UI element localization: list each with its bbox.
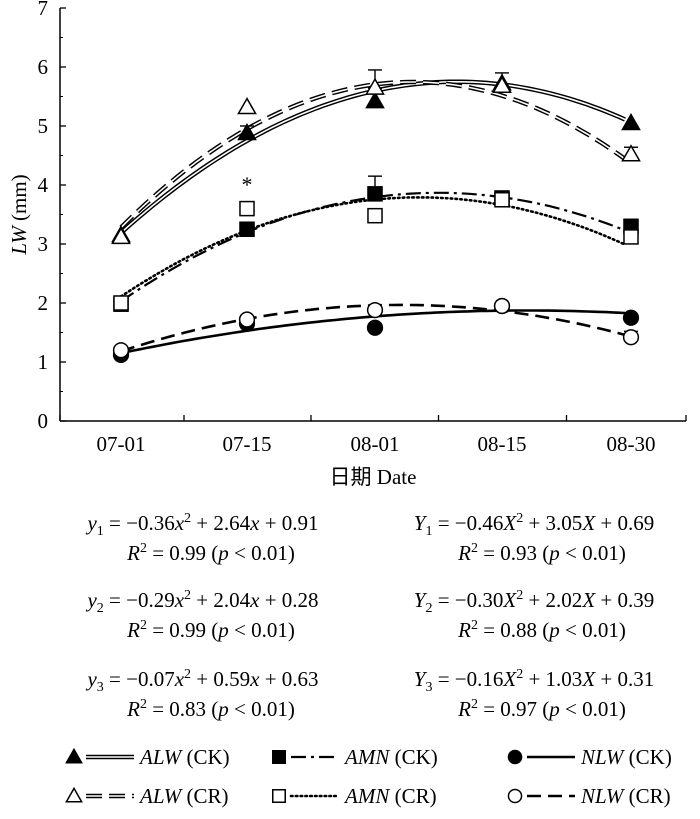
y-tick-label: 3 xyxy=(38,232,49,256)
legend-item-amn-ck: AMN (CK) xyxy=(272,745,438,769)
equation-line: y1 = −0.36x2 + 2.64x + 0.91 xyxy=(85,511,318,539)
legend-marker xyxy=(507,749,523,765)
x-tick-label: 08-15 xyxy=(478,432,527,456)
legend-label: NLW (CK) xyxy=(580,745,672,769)
equation-line: Y3 = −0.16X2 + 1.03X + 0.31 xyxy=(414,667,654,695)
dash-double-inner xyxy=(120,81,626,229)
point-amn-cr xyxy=(113,295,129,311)
point-alw-cr xyxy=(365,77,385,95)
data-marks: * xyxy=(111,69,641,364)
point-nlw-cr xyxy=(112,342,130,359)
x-tick-label: 08-30 xyxy=(607,432,656,456)
point-alw-ck xyxy=(237,123,257,141)
y-tick-label: 4 xyxy=(38,173,49,197)
fit-curve-alw-cr xyxy=(119,79,627,230)
y-tick-label: 5 xyxy=(38,114,49,138)
legend-label: AMN (CR) xyxy=(343,784,437,808)
point-amn-ck xyxy=(367,186,383,202)
point-alw-ck xyxy=(621,112,641,131)
point-alw-cr xyxy=(111,226,131,245)
y-tick-label: 0 xyxy=(38,409,49,433)
point-amn-cr xyxy=(239,200,255,217)
y-tick-label: 2 xyxy=(38,291,49,315)
point-nlw-cr xyxy=(238,311,256,328)
legend-marker xyxy=(272,789,286,803)
legend-marker xyxy=(272,750,286,764)
equation-line: y3 = −0.07x2 + 0.59x + 0.63 xyxy=(85,667,318,695)
equation-line: Y1 = −0.46X2 + 3.05X + 0.69 xyxy=(414,511,654,539)
point-amn-ck xyxy=(239,221,255,238)
point-nlw-ck xyxy=(622,309,640,326)
legend-marker xyxy=(507,788,523,804)
y-tick-label: 7 xyxy=(38,0,49,20)
legend-marker xyxy=(65,786,83,803)
axes: 0 1 2 3 4 5 6 7 07-01 07-15 08-01 08-15 08-30 日期 Date… xyxy=(7,0,687,489)
point-nlw-ck xyxy=(366,319,384,336)
legend: ALW (CK) AMN (CK) NLW (CK) ALW (CR) AMN (CR)… xyxy=(65,745,672,808)
point-amn-cr xyxy=(494,191,510,208)
legend-label: ALW (CR) xyxy=(138,784,228,808)
r-squared-line: R2 = 0.99 (p < 0.01) xyxy=(126,541,295,565)
legend-item-nlw-ck: NLW (CK) xyxy=(507,745,672,769)
y-tick-label: 1 xyxy=(38,350,49,374)
x-tick-label: 08-01 xyxy=(351,432,400,456)
r-squared-line: R2 = 0.83 (p < 0.01) xyxy=(126,697,295,721)
point-amn-cr xyxy=(623,229,639,245)
legend-label: AMN (CK) xyxy=(343,745,438,769)
significance-asterisk: * xyxy=(242,172,253,197)
r-squared-line: R2 = 0.97 (p < 0.01) xyxy=(457,697,626,721)
r-squared-line: R2 = 0.88 (p < 0.01) xyxy=(457,618,626,642)
point-nlw-cr xyxy=(366,301,384,319)
x-axis-title: 日期 Date xyxy=(330,465,417,489)
y-tick-label: 6 xyxy=(38,55,49,79)
legend-item-alw-ck: ALW (CK) xyxy=(65,745,230,769)
x-tick-label: 07-15 xyxy=(223,432,272,456)
legend-label: NLW (CR) xyxy=(580,784,671,808)
point-amn-cr xyxy=(367,207,383,224)
point-nlw-cr xyxy=(622,329,640,346)
point-alw-cr xyxy=(621,144,641,162)
legend-item-amn-cr: AMN (CR) xyxy=(272,784,437,808)
legend-item-alw-cr: ALW (CR) xyxy=(65,784,228,808)
point-nlw-cr xyxy=(493,297,511,315)
legend-label: ALW (CK) xyxy=(138,745,230,769)
r-squared-line: R2 = 0.99 (p < 0.01) xyxy=(126,618,295,642)
point-alw-cr xyxy=(492,75,512,94)
legend-item-nlw-cr: NLW (CR) xyxy=(507,784,671,808)
legend-marker xyxy=(65,747,83,764)
x-tick-label: 07-01 xyxy=(97,432,146,456)
equation-line: y2 = −0.29x2 + 2.04x + 0.28 xyxy=(85,588,318,616)
r-squared-line: R2 = 0.93 (p < 0.01) xyxy=(457,541,626,565)
point-alw-ck xyxy=(365,91,385,109)
y-axis-title: LW (mm) xyxy=(7,174,31,255)
point-alw-cr xyxy=(237,97,257,115)
equation-line: Y2 = −0.30X2 + 2.02X + 0.39 xyxy=(414,588,654,616)
